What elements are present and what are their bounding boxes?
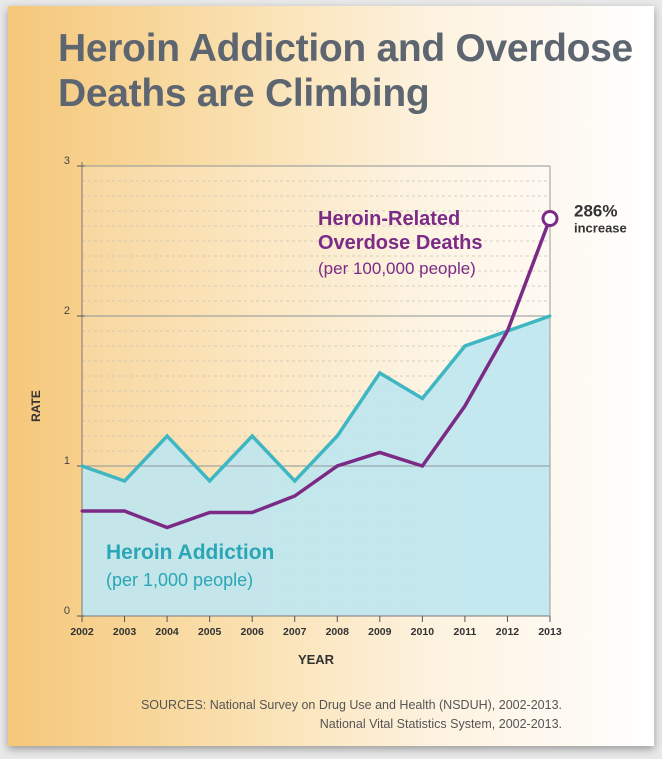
overdose-unit-label: (per 100,000 people): [318, 259, 476, 278]
x-tick-label: 2013: [538, 626, 562, 638]
chart-title: Heroin Addiction and Overdose Deaths are…: [58, 26, 648, 116]
source-line-2: National Vital Statistics System, 2002-2…: [319, 717, 562, 731]
x-tick-label: 2010: [411, 626, 435, 638]
point-overdose-deaths: [250, 511, 254, 514]
x-tick-label: 2003: [113, 626, 137, 638]
point-overdose-deaths: [505, 329, 509, 333]
overdose-label-line-1: Heroin-Related: [318, 208, 460, 230]
point-heroin-addiction: [463, 344, 467, 348]
annotation-label: increase: [574, 221, 627, 236]
line-chart: 0 1 2 3 2002 2003 2004 2005 2006 2007 2008 2009 2010…: [29, 155, 627, 667]
point-heroin-addiction: [165, 434, 169, 438]
x-tick-label: 2009: [368, 626, 392, 638]
addiction-unit-label: (per 1,000 people): [106, 570, 253, 590]
x-tick-label: 2002: [70, 626, 94, 638]
point-overdose-deaths: [335, 464, 339, 468]
point-overdose-deaths: [420, 464, 424, 468]
x-tick-label: 2006: [241, 626, 265, 638]
y-tick-label: 2: [64, 305, 70, 317]
title-line-1: Heroin Addiction and Overdose: [58, 27, 633, 70]
y-tick-label: 0: [64, 605, 70, 617]
point-overdose-deaths: [293, 494, 297, 498]
addiction-label: Heroin Addiction: [106, 541, 274, 564]
overdose-label-line-2: Overdose Deaths: [318, 232, 483, 254]
x-tick-label: 2004: [155, 626, 179, 638]
title-line-2: Deaths are Climbing: [58, 72, 430, 115]
annotation-value: 286%: [574, 202, 617, 221]
x-tick-label: 2011: [454, 626, 477, 638]
y-axis-label: RATE: [29, 390, 43, 422]
x-tick-label: 2007: [283, 626, 307, 638]
source-line-1: SOURCES: National Survey on Drug Use and…: [140, 698, 562, 712]
point-heroin-addiction: [80, 464, 84, 468]
point-heroin-addiction: [335, 434, 339, 438]
point-heroin-addiction: [250, 434, 254, 438]
point-overdose-deaths: [208, 511, 212, 514]
x-axis-label: YEAR: [298, 652, 335, 667]
point-overdose-deaths: [165, 526, 169, 529]
overdose-end-marker: [541, 210, 559, 227]
y-tick-label: 3: [64, 155, 70, 167]
x-tick-label: 2005: [198, 626, 222, 638]
series-line-overdose-deaths: [82, 217, 552, 530]
point-heroin-addiction: [208, 479, 212, 483]
point-overdose-deaths: [378, 451, 382, 454]
point-overdose-deaths: [123, 509, 127, 513]
point-heroin-addiction: [420, 397, 424, 400]
x-tick-label: 2012: [496, 626, 520, 638]
point-heroin-addiction: [548, 314, 552, 318]
infographic-card: Heroin Addiction and Overdose Deaths are…: [8, 6, 654, 746]
point-overdose-deaths: [463, 404, 467, 408]
point-heroin-addiction: [378, 371, 382, 375]
point-overdose-deaths: [80, 509, 84, 513]
point-heroin-addiction: [293, 479, 297, 483]
series-line-heroin-addiction: [81, 314, 551, 484]
point-heroin-addiction: [123, 479, 127, 483]
sources-note: SOURCES: National Survey on Drug Use and…: [141, 696, 562, 734]
x-tick-label: 2008: [326, 626, 350, 638]
y-tick-label: 1: [64, 455, 70, 467]
